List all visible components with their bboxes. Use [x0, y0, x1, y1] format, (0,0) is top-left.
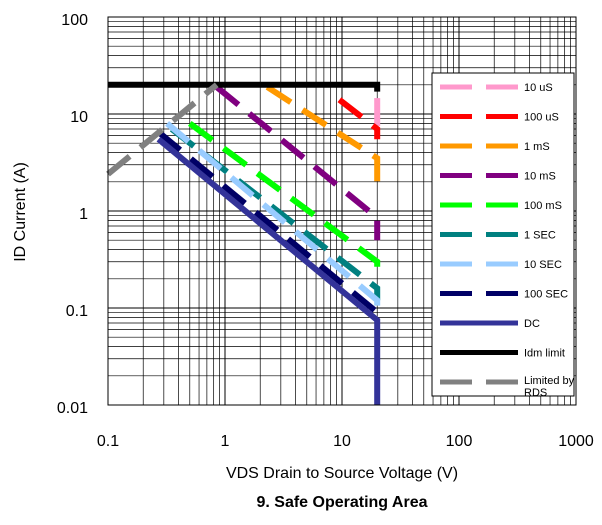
legend-label: 10 uS: [524, 82, 553, 94]
chart-title: 9. Safe Operating Area: [256, 494, 427, 511]
y-tick-label: 0.1: [66, 303, 88, 320]
series-line-1-ms: [265, 84, 381, 187]
x-tick-label: 1000: [558, 433, 594, 450]
series-line-dc: [156, 136, 381, 405]
x-tick-label: 1: [221, 433, 230, 450]
series-line-10-sec: [165, 121, 381, 308]
series-line-10-ms: [214, 84, 381, 241]
legend-label: 100 mS: [524, 200, 562, 212]
series-lines: [106, 81, 381, 405]
series-line-limited-by-rds: [106, 82, 219, 177]
legend-label: 10 SEC: [524, 259, 562, 271]
plot-area-frame: [107, 16, 577, 406]
y-axis-title: ID Current (A): [12, 162, 29, 262]
series-line-idm-limit: [108, 81, 381, 92]
x-axis-title: VDS Drain to Source Voltage (V): [226, 465, 458, 482]
y-tick-label: 100: [61, 12, 88, 29]
series-line-100-ms: [188, 120, 381, 279]
legend-label: 1 SEC: [524, 230, 556, 242]
legend-label: Limited by RDS: [524, 375, 575, 399]
y-tick-labels: 100 10 1 0.1 0.01: [57, 12, 88, 417]
legend-label: 10 mS: [524, 171, 556, 183]
legend-label: Idm limit: [524, 348, 565, 360]
legend: 10 uS 100 uS 1 mS 10 mS 100 mS 1 SEC 10 SEC 100…: [431, 72, 575, 399]
x-tick-label: 10: [333, 433, 351, 450]
legend-label: 100 SEC: [524, 289, 568, 301]
series-line-100-sec: [156, 129, 380, 315]
y-tick-label: 1: [79, 206, 88, 223]
legend-label: 1 mS: [524, 141, 550, 153]
legend-label: 100 uS: [524, 112, 559, 124]
y-tick-label: 0.01: [57, 400, 88, 417]
series-line-100-us: [337, 97, 381, 140]
y-tick-label: 10: [70, 109, 88, 126]
legend-label: DC: [524, 318, 540, 330]
x-tick-label: 100: [446, 433, 473, 450]
x-tick-labels: 0.1 1 10 100 1000: [97, 433, 594, 450]
x-tick-label: 0.1: [97, 433, 119, 450]
